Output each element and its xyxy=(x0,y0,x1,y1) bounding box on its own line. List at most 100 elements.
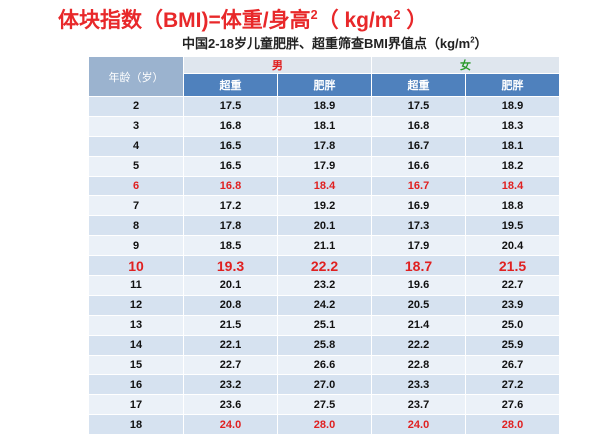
subtitle-close: ） xyxy=(474,36,488,51)
subtitle-text: 中国2-18岁儿童肥胖、超重筛查BMI界值点（kg/m xyxy=(182,36,471,51)
value-cell: 17.5 xyxy=(371,96,466,117)
value-cell: 22.1 xyxy=(183,334,278,356)
value-cell: 20.8 xyxy=(183,294,278,316)
value-cell: 28.0 xyxy=(277,414,372,436)
group-header: 男 xyxy=(183,56,372,74)
value-cell: 23.6 xyxy=(183,394,278,416)
sub-header: 肥胖 xyxy=(277,73,372,97)
age-cell: 9 xyxy=(88,235,184,257)
table-row: 13 21.5 25.1 21.4 25.0 xyxy=(88,314,560,336)
value-cell: 28.0 xyxy=(465,414,560,436)
value-cell: 22.7 xyxy=(465,275,560,296)
value-cell: 23.3 xyxy=(371,374,466,396)
age-cell: 7 xyxy=(88,195,184,217)
value-cell: 17.3 xyxy=(371,215,466,237)
value-cell: 24.2 xyxy=(277,294,372,316)
age-cell: 15 xyxy=(88,354,184,376)
value-cell: 18.1 xyxy=(465,135,560,157)
age-cell: 17 xyxy=(88,394,184,416)
value-cell: 25.9 xyxy=(465,334,560,356)
value-cell: 27.6 xyxy=(465,394,560,416)
value-cell: 16.6 xyxy=(371,155,466,177)
table-row: 12 20.8 24.2 20.5 23.9 xyxy=(88,294,560,316)
value-cell: 18.9 xyxy=(277,96,372,117)
age-cell: 13 xyxy=(88,314,184,336)
value-cell: 18.7 xyxy=(371,255,466,277)
title-close: ） xyxy=(400,9,428,32)
value-cell: 23.2 xyxy=(277,275,372,296)
value-cell: 18.4 xyxy=(465,175,560,197)
value-cell: 16.7 xyxy=(371,175,466,197)
value-cell: 19.2 xyxy=(277,195,372,217)
table-row: 8 17.8 20.1 17.3 19.5 xyxy=(88,215,560,237)
value-cell: 17.5 xyxy=(183,96,278,117)
value-cell: 22.7 xyxy=(183,354,278,376)
title-unit: （ kg/m xyxy=(317,9,394,32)
age-cell: 14 xyxy=(88,334,184,356)
table-row: 4 16.5 17.8 16.7 18.1 xyxy=(88,135,560,157)
value-cell: 17.9 xyxy=(277,155,372,177)
table-row: 7 17.2 19.2 16.9 18.8 xyxy=(88,195,560,217)
value-cell: 18.1 xyxy=(277,115,372,137)
value-cell: 23.2 xyxy=(183,374,278,396)
value-cell: 22.8 xyxy=(371,354,466,376)
age-cell: 5 xyxy=(88,155,184,177)
table-row: 6 16.8 18.4 16.7 18.4 xyxy=(88,175,560,197)
value-cell: 27.2 xyxy=(465,374,560,396)
value-cell: 16.7 xyxy=(371,135,466,157)
value-cell: 16.5 xyxy=(183,155,278,177)
subtitle-sup: 2 xyxy=(470,35,475,45)
group-header: 女 xyxy=(371,56,560,74)
table-row: 18 24.0 28.0 24.0 28.0 xyxy=(88,414,560,436)
value-cell: 18.8 xyxy=(465,195,560,217)
sub-header: 超重 xyxy=(183,73,278,97)
table-row: 5 16.5 17.9 16.6 18.2 xyxy=(88,155,560,177)
value-cell: 25.1 xyxy=(277,314,372,336)
value-cell: 27.0 xyxy=(277,374,372,396)
age-cell: 6 xyxy=(88,175,184,197)
value-cell: 24.0 xyxy=(371,414,466,436)
value-cell: 22.2 xyxy=(277,255,372,277)
value-cell: 23.7 xyxy=(371,394,466,416)
table-row: 9 18.5 21.1 17.9 20.4 xyxy=(88,235,560,257)
table-row: 11 20.1 23.2 19.6 22.7 xyxy=(88,275,560,296)
value-cell: 21.5 xyxy=(183,314,278,336)
sub-header: 超重 xyxy=(371,73,466,97)
table-row: 3 16.8 18.1 16.8 18.3 xyxy=(88,115,560,137)
age-cell: 4 xyxy=(88,135,184,157)
value-cell: 20.1 xyxy=(277,215,372,237)
age-cell: 11 xyxy=(88,275,184,296)
table-row: 17 23.6 27.5 23.7 27.6 xyxy=(88,394,560,416)
title: 体块指数（BMI)=体重/身高2（ kg/m2 ） xyxy=(58,4,427,34)
age-cell: 16 xyxy=(88,374,184,396)
value-cell: 16.8 xyxy=(371,115,466,137)
value-cell: 16.8 xyxy=(183,115,278,137)
value-cell: 26.7 xyxy=(465,354,560,376)
age-cell: 18 xyxy=(88,414,184,436)
value-cell: 17.8 xyxy=(183,215,278,237)
value-cell: 20.1 xyxy=(183,275,278,296)
value-cell: 27.5 xyxy=(277,394,372,416)
value-cell: 18.4 xyxy=(277,175,372,197)
age-header: 年龄（岁） xyxy=(88,56,184,97)
age-cell: 3 xyxy=(88,115,184,137)
value-cell: 21.1 xyxy=(277,235,372,257)
value-cell: 21.5 xyxy=(465,255,560,277)
value-cell: 18.2 xyxy=(465,155,560,177)
value-cell: 21.4 xyxy=(371,314,466,336)
value-cell: 19.5 xyxy=(465,215,560,237)
value-cell: 19.3 xyxy=(183,255,278,277)
age-cell: 2 xyxy=(88,96,184,117)
table-row: 10 19.3 22.2 18.7 21.5 xyxy=(88,255,560,277)
value-cell: 18.9 xyxy=(465,96,560,117)
value-cell: 25.8 xyxy=(277,334,372,356)
bmi-table: 年龄（岁） 男 女 超重 肥胖 超重 肥胖 2 17.5 18.9 17.5 18.9 3 16.… xyxy=(88,56,560,436)
value-cell: 26.6 xyxy=(277,354,372,376)
table-row: 16 23.2 27.0 23.3 27.2 xyxy=(88,374,560,396)
value-cell: 17.9 xyxy=(371,235,466,257)
table-row: 2 17.5 18.9 17.5 18.9 xyxy=(88,96,560,117)
value-cell: 20.5 xyxy=(371,294,466,316)
value-cell: 22.2 xyxy=(371,334,466,356)
age-cell: 8 xyxy=(88,215,184,237)
